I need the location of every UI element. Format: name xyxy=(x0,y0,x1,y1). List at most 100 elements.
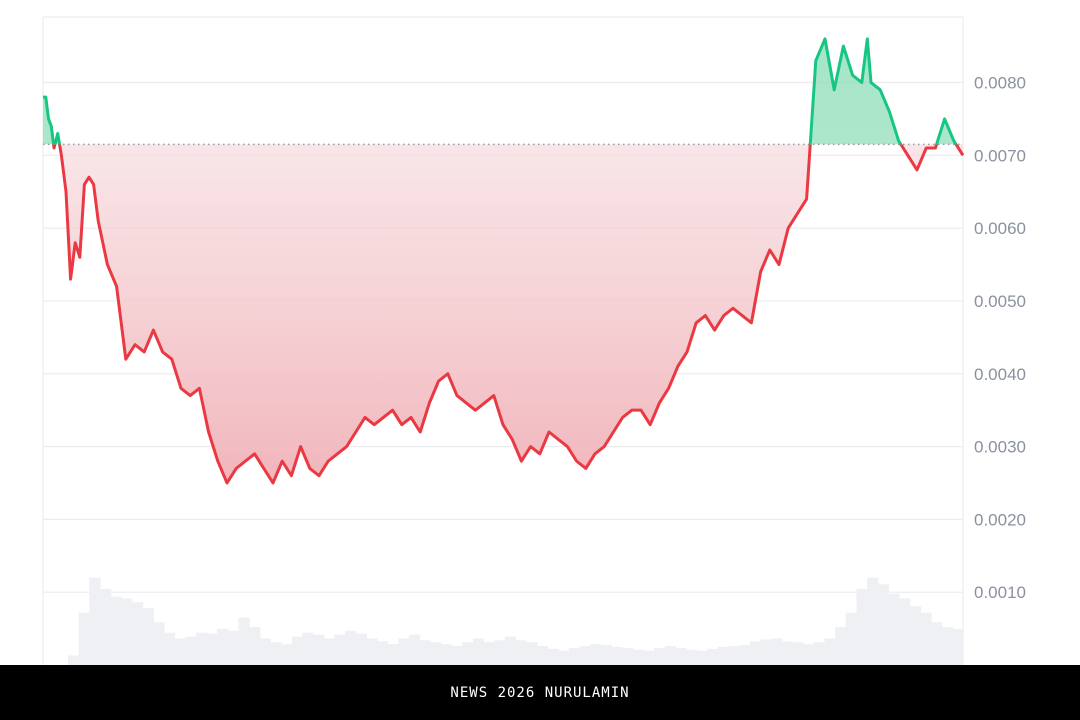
volume-bar xyxy=(99,589,112,665)
volume-bar xyxy=(110,596,122,665)
volume-bar xyxy=(249,627,261,665)
volume-bar xyxy=(536,646,549,665)
volume-bar xyxy=(131,602,144,665)
footer-bar: NEWS 2026 NURULAMIN xyxy=(0,665,1080,720)
volume-bar xyxy=(664,646,676,665)
y-tick-label: 0.0020 xyxy=(974,510,1026,529)
volume-bar xyxy=(376,641,389,665)
y-tick-label: 0.0060 xyxy=(974,219,1026,238)
area-above-baseline xyxy=(43,38,957,145)
y-axis-ticks: 0.0080 0.0070 0.0060 0.0050 0.0040 0.0030 0.00… xyxy=(974,74,1026,603)
price-chart-svg: 0.0080 0.0070 0.0060 0.0050 0.0040 0.0030 0.00… xyxy=(42,16,1026,665)
volume-bar xyxy=(313,634,325,665)
price-line xyxy=(43,37,965,485)
footer-watermark-text: NEWS 2026 NURULAMIN xyxy=(450,684,630,701)
volume-bar xyxy=(504,636,517,665)
volume-bar xyxy=(643,650,655,665)
volume-bar xyxy=(526,642,538,665)
volume-bar xyxy=(654,647,666,665)
volume-bar xyxy=(440,644,453,665)
volume-bar xyxy=(462,642,474,665)
y-tick-label: 0.0030 xyxy=(974,438,1026,457)
volume-bar xyxy=(78,612,90,665)
volume-bar xyxy=(813,642,826,665)
volume-bar xyxy=(281,644,293,665)
volume-bar xyxy=(792,642,804,665)
volume-bar xyxy=(824,638,836,665)
volume-bars xyxy=(68,577,964,665)
volume-bar xyxy=(622,647,634,665)
volume-bar xyxy=(739,645,751,665)
volume-bar xyxy=(142,608,154,665)
volume-bar xyxy=(888,593,900,665)
volume-bar xyxy=(611,646,623,665)
price-line-above xyxy=(43,37,958,145)
volume-bar xyxy=(717,646,730,665)
volume-bar xyxy=(728,646,740,665)
volume-bar xyxy=(163,632,176,665)
volume-bar xyxy=(451,646,463,665)
volume-bar xyxy=(760,639,772,665)
volume-bar xyxy=(781,641,794,665)
volume-bar xyxy=(867,577,879,665)
volume-bar xyxy=(675,647,687,665)
volume-bar xyxy=(259,638,272,665)
volume-bar xyxy=(217,628,229,665)
volume-bar xyxy=(632,649,644,665)
volume-bar xyxy=(835,627,847,665)
volume-bar xyxy=(696,650,708,665)
volume-bar xyxy=(941,627,953,665)
volume-bar xyxy=(121,598,133,665)
volume-bar xyxy=(952,628,964,665)
volume-bar xyxy=(877,584,890,665)
volume-bar xyxy=(771,638,783,665)
volume-bar xyxy=(419,640,431,665)
volume-bar xyxy=(408,634,421,665)
volume-bar xyxy=(153,622,165,665)
volume-bar xyxy=(174,638,186,665)
volume-bar xyxy=(579,646,591,665)
volume-bar xyxy=(707,648,719,665)
volume-bar xyxy=(334,634,346,665)
y-tick-label: 0.0080 xyxy=(974,74,1026,93)
volume-bar xyxy=(302,632,314,665)
volume-bar xyxy=(430,642,442,665)
volume-bar xyxy=(547,648,559,665)
y-tick-label: 0.0070 xyxy=(974,146,1026,165)
volume-bar xyxy=(931,622,943,665)
price-area xyxy=(43,38,963,483)
y-tick-label: 0.0040 xyxy=(974,365,1026,384)
volume-bar xyxy=(483,642,495,665)
volume-bar xyxy=(845,612,858,665)
volume-bar xyxy=(558,650,570,665)
volume-bar xyxy=(227,630,240,665)
volume-bar xyxy=(494,640,506,665)
area-below-baseline xyxy=(43,144,963,483)
price-line-below xyxy=(52,144,965,485)
volume-bar xyxy=(270,642,282,665)
volume-bar xyxy=(856,589,868,665)
y-tick-label: 0.0050 xyxy=(974,292,1026,311)
volume-bar xyxy=(590,644,602,665)
volume-bar xyxy=(195,632,208,665)
volume-bar xyxy=(472,638,485,665)
volume-bar xyxy=(387,644,399,665)
volume-bar xyxy=(803,644,815,665)
volume-bar xyxy=(345,630,357,665)
y-tick-label: 0.0010 xyxy=(974,583,1026,602)
volume-bar xyxy=(291,636,304,665)
volume-bar xyxy=(206,633,218,665)
volume-bar xyxy=(185,636,197,665)
price-chart: 0.0080 0.0070 0.0060 0.0050 0.0040 0.0030 0.00… xyxy=(42,16,1026,665)
volume-bar xyxy=(323,638,335,665)
volume-bar xyxy=(515,640,527,665)
volume-bar xyxy=(568,647,581,665)
volume-bar xyxy=(920,612,932,665)
volume-bar xyxy=(909,606,921,665)
volume-bar xyxy=(398,638,410,665)
volume-bar xyxy=(749,641,762,665)
volume-bar xyxy=(89,577,101,665)
volume-bar xyxy=(355,633,367,665)
volume-bar xyxy=(366,638,378,665)
volume-bar xyxy=(899,598,911,665)
